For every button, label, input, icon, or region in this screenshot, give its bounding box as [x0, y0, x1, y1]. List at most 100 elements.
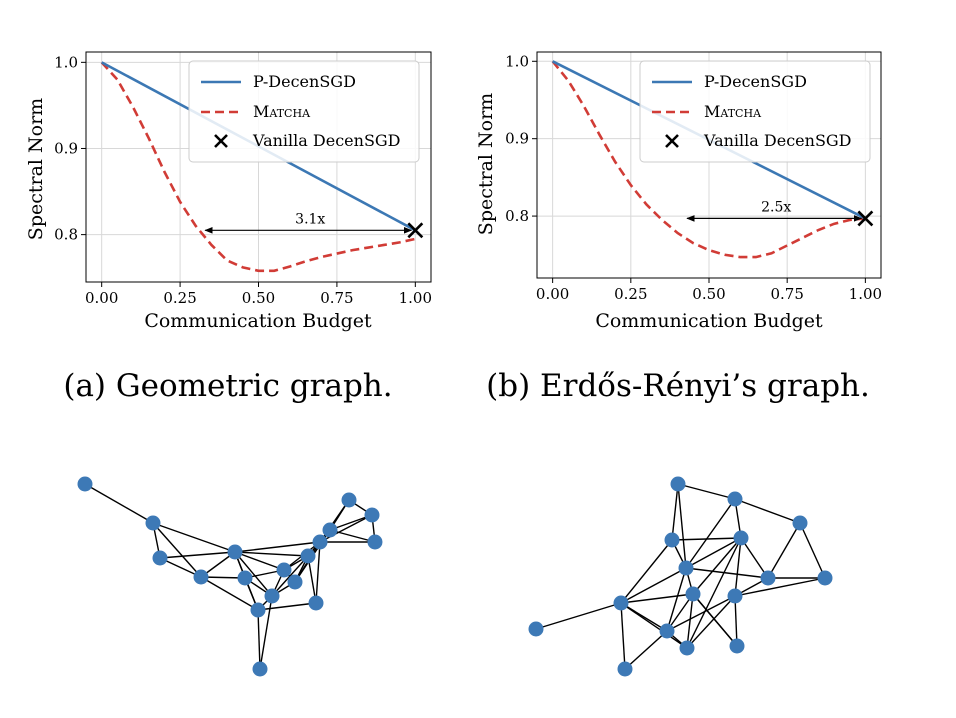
graph-node	[341, 492, 357, 508]
x-axis-label-b: Communication Budget	[595, 310, 823, 332]
x-tick-label: 0.75	[770, 285, 803, 303]
graph-node	[250, 602, 266, 618]
graph-node	[727, 491, 743, 507]
graph-node	[308, 595, 324, 611]
graph-edge	[677, 483, 736, 500]
graph-edge	[620, 602, 688, 649]
graph-node	[312, 534, 328, 550]
erdos-renyi-graph-drawing	[528, 476, 833, 677]
graph-node	[760, 570, 776, 586]
graph-edge	[620, 602, 626, 670]
graph-edge	[159, 557, 202, 578]
y-axis-label-b: Spectral Norm	[475, 93, 497, 235]
legend-label-vanilla-decensgd: Vanilla DecenSGD	[252, 131, 401, 150]
geometric-graph-drawing	[77, 476, 383, 677]
series-marker-vanilla-decensgd	[407, 222, 424, 239]
x-tick-label: 0.25	[614, 285, 647, 303]
annotation-label: 3.1x	[295, 211, 325, 227]
graph-edge	[685, 537, 742, 569]
graph-node	[733, 530, 749, 546]
graph-node	[817, 570, 833, 586]
graph-node	[617, 661, 633, 677]
y-tick-label: 0.8	[54, 226, 78, 244]
caption-b: (b) Erdős-Rényi’s graph.	[486, 368, 870, 404]
legend-label-matcha: Matcha	[704, 102, 762, 121]
graph-node	[264, 588, 280, 604]
graph-node	[364, 507, 380, 523]
legend-box	[188, 60, 420, 163]
graph-edge	[671, 537, 742, 541]
graph-edge	[152, 522, 202, 578]
graph-node	[300, 548, 316, 564]
graph-edge	[686, 595, 736, 649]
x-marker-stroke	[857, 210, 874, 227]
graph-node	[664, 532, 680, 548]
x-marker-stroke	[407, 222, 424, 239]
y-tick-label: 1.0	[505, 52, 529, 70]
graph-edge	[152, 522, 236, 553]
chart-panel-geometric: (a) Geometric graph. Communication Budge…	[25, 51, 432, 404]
graph-node	[322, 522, 338, 538]
graph-edge	[767, 522, 801, 579]
graph-edge	[685, 567, 769, 579]
graph-edge	[666, 567, 687, 632]
x-axis-label-a: Communication Budget	[144, 310, 372, 332]
legend-label-p-decensgd: P-DecenSGD	[704, 72, 807, 91]
x-tick-label: 0.50	[692, 285, 725, 303]
y-tick-label: 0.9	[505, 130, 529, 148]
graph-node	[670, 476, 686, 492]
legend-swatch-vanilla	[214, 134, 228, 148]
annotation-label: 2.5x	[761, 199, 791, 215]
graph-edge	[666, 593, 694, 632]
graph-edge	[677, 483, 687, 569]
y-tick-label: 0.8	[505, 207, 529, 225]
graph-edge	[685, 498, 736, 569]
graph-node	[152, 550, 168, 566]
x-tick-label: 0.50	[242, 289, 275, 307]
graph-edge	[734, 498, 801, 524]
graph-node	[727, 588, 743, 604]
graph-node	[528, 621, 544, 637]
graph-node	[729, 638, 745, 654]
caption-a: (a) Geometric graph.	[63, 368, 392, 404]
graph-edge	[620, 539, 673, 604]
graph-node	[145, 515, 161, 531]
y-tick-label: 1.0	[54, 53, 78, 71]
x-tick-label: 0.75	[320, 289, 353, 307]
legend-label-matcha: Matcha	[253, 102, 311, 121]
chart-panel-erdos-renyi: (b) Erdős-Rényi’s graph. Communication B…	[475, 51, 882, 404]
graph-edge	[307, 555, 317, 604]
graph-edge	[234, 551, 309, 557]
graph-node	[77, 476, 93, 492]
graph-edge	[624, 630, 668, 670]
y-tick-label: 0.9	[54, 139, 78, 157]
legend-box	[639, 60, 871, 163]
graph-node	[679, 640, 695, 656]
graph-edge	[329, 529, 376, 543]
graph-edge	[234, 551, 273, 597]
graph-edge	[535, 602, 622, 630]
legend-label-vanilla-decensgd: Vanilla DecenSGD	[703, 131, 852, 150]
series-line-matcha	[100, 61, 416, 273]
graph-edge	[686, 537, 742, 649]
graph-node	[678, 560, 694, 576]
legend: P-DecenSGD Matcha Vanilla DecenSGD	[188, 60, 420, 163]
graph-edge	[740, 537, 769, 579]
x-tick-label: 0.00	[536, 285, 569, 303]
graph-edge	[666, 595, 736, 632]
graph-node	[227, 544, 243, 560]
x-tick-label: 0.25	[163, 289, 196, 307]
graph-node	[367, 534, 383, 550]
graph-edge	[686, 593, 694, 649]
graph-edge	[671, 483, 679, 541]
x-tick-label: 1.00	[849, 285, 882, 303]
graph-node	[613, 595, 629, 611]
x-tick-label: 1.00	[399, 289, 432, 307]
graph-edge	[234, 541, 321, 553]
series-marker-vanilla-decensgd	[857, 210, 874, 227]
graph-edge	[159, 551, 236, 559]
graph-node	[237, 570, 253, 586]
graph-edge	[734, 595, 738, 647]
graph-node	[276, 562, 292, 578]
